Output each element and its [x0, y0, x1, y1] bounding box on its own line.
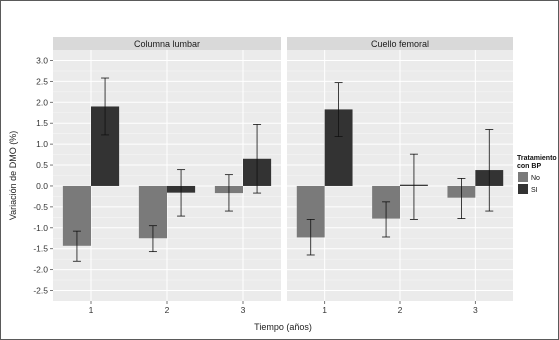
y-tick-label: -1.0	[33, 223, 48, 233]
y-tick-label: 2.0	[36, 97, 48, 107]
panel-strip	[53, 37, 281, 50]
y-tick-label: 1.0	[36, 139, 48, 149]
x-tick-label: 3	[241, 305, 246, 315]
y-tick-label: 0.5	[36, 160, 48, 170]
x-tick-label: 2	[165, 305, 170, 315]
y-tick-label: 3.0	[36, 55, 48, 65]
y-tick-label: -2.5	[33, 286, 48, 296]
y-tick-label: 0.0	[36, 181, 48, 191]
y-tick-label: 2.5	[36, 76, 48, 86]
y-axis-title: Variación de DMO (%)	[8, 131, 18, 220]
legend-title-line: Tratamiento	[517, 155, 557, 162]
y-tick-label: 1.5	[36, 118, 48, 128]
legend-swatch	[518, 184, 528, 194]
legend-title-line: con BP	[517, 163, 541, 170]
x-tick-label: 1	[322, 305, 327, 315]
y-tick-label: -0.5	[33, 202, 48, 212]
x-tick-label: 3	[473, 305, 478, 315]
legend-label: No	[531, 175, 540, 182]
y-tick-label: -2.0	[33, 265, 48, 275]
legend-label: SI	[531, 187, 538, 194]
y-tick-label: -1.5	[33, 244, 48, 254]
legend-title: Tratamiento con BP	[517, 155, 557, 170]
x-axis-title: Tiempo (años)	[254, 322, 312, 332]
panel-strip	[287, 37, 513, 50]
panel-title: Columna lumbar	[134, 39, 200, 49]
x-tick-label: 2	[398, 305, 403, 315]
panel-title: Cuello femoral	[371, 39, 429, 49]
legend-swatch	[518, 172, 528, 182]
x-tick-label: 1	[89, 305, 94, 315]
